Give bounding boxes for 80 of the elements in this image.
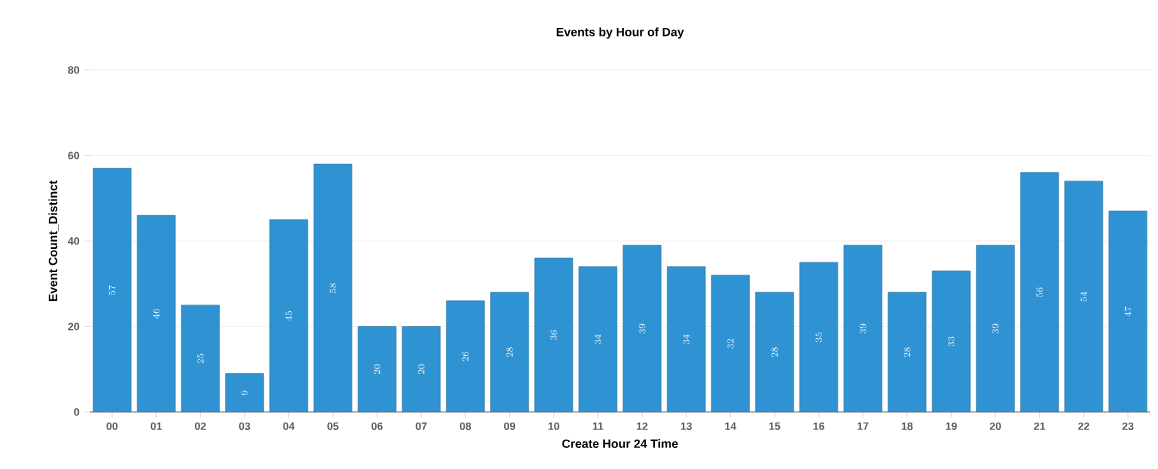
y-tick-label: 20	[68, 322, 80, 331]
bar	[401, 326, 441, 412]
data-label: 57	[108, 285, 116, 295]
x-axis-title: Create Hour 24 Time	[562, 439, 678, 448]
bar	[1020, 172, 1059, 412]
x-tick-label: 07	[415, 422, 427, 430]
bar	[887, 292, 927, 412]
x-tick-label: 06	[371, 422, 383, 430]
data-label: 33	[948, 336, 955, 347]
data-label: 56	[1036, 287, 1043, 298]
x-tick-label: 12	[636, 422, 648, 430]
bar	[92, 168, 132, 412]
x-tick-label: 15	[769, 422, 781, 430]
bar	[578, 266, 618, 412]
x-tick-label: 18	[901, 422, 913, 430]
data-label: 32	[727, 338, 734, 349]
x-tick-label: 23	[1122, 422, 1134, 430]
bar	[357, 326, 397, 412]
x-tick-label: 00	[106, 422, 118, 430]
y-tick-label: 0	[74, 408, 80, 416]
x-tick-label: 10	[548, 422, 560, 430]
x-tick-label: 08	[459, 422, 472, 430]
x-tick-label: 13	[680, 422, 692, 430]
y-tick-label: 80	[68, 66, 80, 74]
data-label: 46	[152, 308, 160, 319]
bar	[313, 163, 353, 412]
bar	[534, 257, 574, 412]
data-label: 39	[859, 323, 867, 334]
data-label: 39	[992, 323, 999, 334]
x-tick-label: 16	[813, 422, 825, 430]
data-label: 26	[462, 351, 469, 362]
x-tick-label: 09	[504, 422, 516, 430]
bar	[799, 262, 839, 412]
bar	[181, 304, 220, 412]
x-tick-label: 05	[327, 422, 339, 430]
bar	[490, 292, 529, 412]
y-tick-label: 40	[67, 237, 80, 245]
x-tick-label: 17	[857, 422, 869, 430]
bar	[755, 292, 794, 412]
data-label: 9	[241, 390, 248, 395]
chart-title: Events by Hour of Day	[556, 27, 684, 39]
data-label: 28	[771, 347, 778, 357]
data-label: 35	[815, 332, 822, 342]
data-label: 28	[903, 347, 911, 357]
data-label: 36	[550, 330, 557, 340]
x-tick-label: 20	[989, 422, 1001, 430]
y-axis-title: Event Count_Distinct	[48, 180, 59, 301]
x-tick-label: 21	[1034, 422, 1046, 430]
data-label: 25	[197, 353, 204, 364]
x-tick-label: 22	[1078, 422, 1090, 430]
data-label: 39	[638, 323, 646, 334]
data-label: 47	[1124, 306, 1132, 317]
bar	[976, 245, 1015, 412]
bar	[931, 270, 971, 412]
x-tick-label: 04	[283, 422, 295, 430]
x-tick-label: 19	[945, 422, 957, 430]
bar	[843, 245, 883, 412]
data-label: 34	[594, 334, 602, 345]
x-tick-label: 03	[239, 422, 251, 430]
bar	[1108, 210, 1148, 412]
bar	[269, 219, 309, 412]
bar	[136, 215, 176, 412]
data-label: 34	[682, 334, 690, 345]
data-label: 45	[285, 311, 292, 321]
bar	[225, 373, 264, 412]
x-tick-label: 14	[725, 422, 737, 430]
data-label: 54	[1080, 291, 1087, 302]
bar	[446, 300, 485, 412]
x-tick-label: 11	[592, 422, 604, 430]
data-label: 20	[373, 364, 381, 374]
bar	[666, 266, 706, 412]
bar	[622, 245, 662, 412]
x-tick-label: 02	[194, 422, 206, 430]
data-label: 28	[506, 347, 513, 357]
x-tick-label: 01	[150, 422, 162, 430]
data-label: 58	[329, 283, 337, 293]
y-tick-label: 60	[68, 151, 80, 160]
data-label: 20	[418, 364, 425, 374]
bar	[1064, 180, 1104, 412]
bar	[711, 274, 750, 412]
